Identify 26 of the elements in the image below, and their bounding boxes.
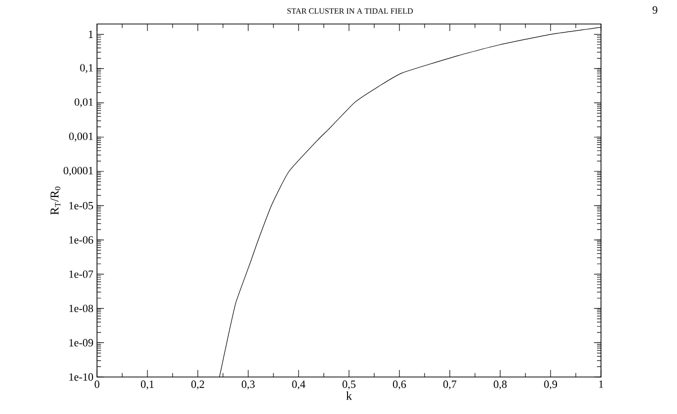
text: STAR CLUSTER IN A TIDAL FIELD <box>287 8 413 14</box>
x-tick-label: 0,3 <box>242 380 255 390</box>
x-tick-label: 0,8 <box>494 380 507 390</box>
y-tick-label: 1e-07 <box>69 270 94 278</box>
x-axis-title: k <box>346 391 352 400</box>
text: 9 <box>652 6 658 14</box>
x-tick-label: 0,2 <box>191 380 204 390</box>
y-tick-label: 0,0001 <box>64 166 93 176</box>
x-tick-label: 0,4 <box>292 380 306 390</box>
y-tick-label: 1e-10 <box>69 373 94 381</box>
x-tick-label: 0,9 <box>544 380 558 390</box>
x-tick-label: 1 <box>599 380 604 388</box>
y-tick-label: 1 <box>88 30 93 38</box>
y-tick-label: 0,001 <box>69 132 93 142</box>
y-tick-label: 1e-05 <box>69 202 94 210</box>
x-tick-label: 0,6 <box>392 380 406 390</box>
x-tick-label: 0,5 <box>342 380 356 390</box>
y-tick-label: 1e-09 <box>69 339 94 346</box>
y-tick-label: 1e-06 <box>69 236 94 244</box>
y-axis-title: R$_{T}$/R$_{0}$ <box>50 186 60 215</box>
y-tick-label: 1e-08 <box>69 304 94 312</box>
x-tick-label: 0,1 <box>140 380 154 390</box>
y-tick-label: 0,01 <box>74 98 93 108</box>
x-tick-label: 0 <box>94 380 100 388</box>
x-tick-label: 0,7 <box>443 380 456 390</box>
y-tick-label: 0,1 <box>80 64 93 74</box>
